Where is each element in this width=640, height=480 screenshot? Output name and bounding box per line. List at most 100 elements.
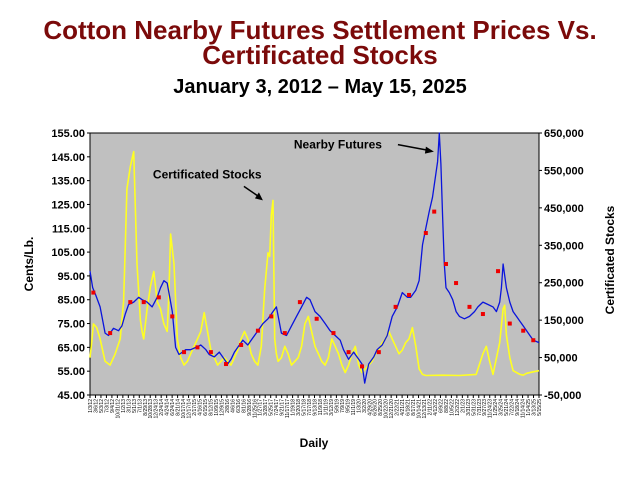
x-tick-label: 10/5/22 — [449, 399, 455, 416]
y-axis-label-right: Certificated Stocks — [603, 205, 617, 314]
annotation-stocks: Certificated Stocks — [153, 167, 262, 181]
settlement-marker — [108, 331, 113, 336]
settlement-marker — [521, 328, 526, 333]
x-tick-label: 10/28/13 — [148, 399, 154, 419]
x-tick-label: 10/9/15 — [214, 399, 220, 416]
x-tick-label: 9/18/24 — [515, 399, 521, 416]
series-layer — [89, 132, 540, 384]
x-tick-label: 4/21/21 — [400, 399, 406, 416]
settlement-marker — [239, 342, 244, 347]
chart-title-line2: Certificated Stocks — [202, 40, 438, 70]
settlement-marker — [346, 350, 351, 355]
left-tick-label: 125.00 — [51, 199, 85, 211]
x-tick-label: 10/14/21 — [417, 399, 423, 419]
x-tick-label: 11/14/24 — [521, 399, 527, 418]
x-tick-label: 11/24/23 — [488, 399, 494, 418]
x-tick-label: 2/17/15 — [192, 399, 198, 416]
x-tick-label: 1/11/19 — [323, 399, 329, 416]
right-tick-label: -50,000 — [544, 390, 581, 402]
left-tick-label: 45.00 — [57, 390, 85, 402]
x-axis: 1/3/12 3/6/12 5/3/12 7/3/12 9/4/12 10/31/12 1/… — [88, 395, 543, 418]
settlement-marker — [407, 292, 412, 297]
left-tick-label: 145.00 — [51, 152, 85, 164]
x-tick-label: 7/31/23 — [477, 399, 483, 416]
x-tick-label: 4/16/15 — [198, 399, 204, 416]
settlement-marker — [224, 362, 229, 367]
x-tick-label: 3/31/23 — [466, 399, 472, 416]
left-axis: 45.00 55.00 65.00 75.00 85.00 95.00 105.00 115.… — [51, 128, 90, 402]
left-tick-label: 155.00 — [51, 128, 85, 140]
x-tick-label: 5/17/18 — [302, 399, 308, 416]
settlement-marker — [496, 269, 501, 274]
x-tick-label: 3/2/20 — [362, 399, 368, 413]
right-tick-label: 550,000 — [544, 165, 584, 177]
x-tick-label: 8/17/21 — [411, 399, 417, 416]
left-tick-label: 55.00 — [57, 366, 85, 378]
x-tick-label: 3/1/13 — [126, 399, 132, 413]
x-tick-label: 2/22/21 — [395, 399, 401, 416]
settlement-marker — [297, 300, 302, 305]
x-tick-label: 8/25/20 — [378, 399, 384, 416]
settlement-marker — [443, 262, 448, 266]
x-tick-label: 12/17/14 — [187, 399, 193, 419]
left-tick-label: 65.00 — [57, 342, 85, 354]
settlement-marker — [195, 345, 200, 350]
settlement-marker — [467, 304, 472, 309]
x-tick-label: 3/28/17 — [263, 399, 269, 416]
x-tick-label: 1/3/20 — [356, 399, 362, 413]
settlement-marker — [156, 295, 161, 300]
settlement-marker — [454, 281, 459, 286]
x-tick-label: 1/2/13 — [121, 399, 127, 413]
x-tick-label: 8/12/15 — [208, 399, 214, 416]
settlement-marker — [282, 331, 287, 336]
x-tick-label: 3/12/19 — [329, 399, 335, 416]
x-tick-label: 11/9/18 — [318, 399, 324, 416]
futures-series-line — [89, 132, 540, 384]
settlement-marker — [360, 364, 365, 369]
x-tick-label: 9/5/19 — [345, 399, 351, 413]
x-tick-label: 6/15/15 — [203, 399, 209, 416]
x-tick-label: 8/29/13 — [143, 399, 149, 416]
x-tick-label: 3/13/25 — [532, 399, 538, 416]
x-tick-label: 5/3/12 — [99, 399, 105, 413]
x-tick-label: 11/17/17 — [285, 399, 291, 418]
x-tick-label: 5/15/25 — [537, 399, 543, 416]
annotation-futures: Nearby Futures — [294, 138, 382, 152]
annotation-layer: Nearby Futures Certificated Stocks — [153, 138, 434, 201]
x-tick-label: 8/8/22 — [444, 399, 450, 413]
x-tick-label: 8/1/16 — [241, 399, 247, 413]
x-tick-label: 10/31/12 — [115, 399, 121, 419]
right-tick-label: 250,000 — [544, 278, 584, 290]
settlement-marker — [141, 300, 146, 305]
x-tick-label: 9/27/23 — [482, 399, 488, 416]
x-tick-label: 4/24/14 — [165, 399, 171, 416]
right-tick-label: 50,000 — [544, 353, 578, 365]
x-tick-label: 8/21/14 — [176, 399, 182, 416]
x-tick-label: 4/29/20 — [367, 399, 373, 416]
x-tick-label: 2/8/16 — [225, 399, 231, 413]
x-tick-label: 5/25/17 — [269, 399, 275, 416]
x-tick-label: 5/21/24 — [504, 399, 510, 416]
x-tick-label: 10/17/14 — [181, 399, 187, 419]
x-tick-label: 5/9/19 — [334, 399, 340, 413]
settlement-marker — [423, 231, 428, 236]
x-tick-label: 3/25/24 — [499, 399, 505, 416]
x-tick-label: 4/12/22 — [433, 399, 439, 416]
stocks-series-line — [89, 150, 540, 377]
x-tick-label: 1/19/18 — [291, 399, 297, 416]
x-tick-label: 9/13/18 — [313, 399, 319, 416]
y-axis-label-left: Cents/Lb. — [22, 237, 36, 292]
chart-title: Cotton Nearby Futures Settlement Prices … — [0, 17, 640, 70]
settlement-marker — [314, 316, 319, 321]
settlement-marker — [269, 314, 274, 319]
right-tick-label: 350,000 — [544, 240, 584, 252]
annotation-stocks-arrowhead — [254, 192, 263, 201]
x-tick-label: 9/28/16 — [247, 399, 253, 416]
settlement-marker — [480, 312, 485, 317]
right-axis: -50,000 50,000 150,000 250,000 350,000 450,00… — [539, 128, 584, 402]
x-tick-label: 7/22/24 — [510, 399, 516, 416]
settlement-marker — [208, 350, 213, 355]
x-tick-label: 7/1/13 — [137, 399, 143, 413]
left-tick-label: 105.00 — [51, 247, 85, 259]
